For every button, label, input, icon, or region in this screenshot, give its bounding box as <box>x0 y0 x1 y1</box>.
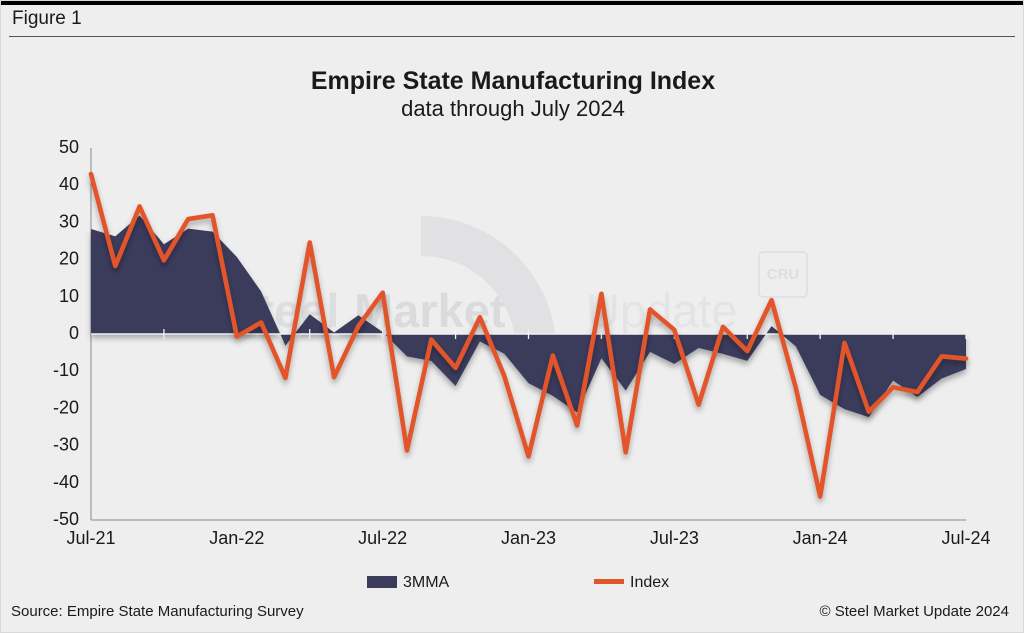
svg-text:Jul-23: Jul-23 <box>650 528 699 548</box>
svg-text:50: 50 <box>59 137 79 157</box>
svg-text:Jan-24: Jan-24 <box>793 528 848 548</box>
svg-text:Jan-22: Jan-22 <box>209 528 264 548</box>
svg-text:CRU: CRU <box>767 266 800 283</box>
svg-text:Jul-24: Jul-24 <box>941 528 990 548</box>
svg-text:-30: -30 <box>53 435 79 455</box>
svg-text:-50: -50 <box>53 509 79 529</box>
svg-text:10: 10 <box>59 286 79 306</box>
svg-text:-20: -20 <box>53 397 79 417</box>
svg-text:-40: -40 <box>53 472 79 492</box>
svg-text:20: 20 <box>59 249 79 269</box>
svg-text:0: 0 <box>69 323 79 343</box>
svg-text:30: 30 <box>59 211 79 231</box>
svg-text:Jul-22: Jul-22 <box>358 528 407 548</box>
svg-text:40: 40 <box>59 174 79 194</box>
svg-text:-10: -10 <box>53 360 79 380</box>
svg-text:Jul-21: Jul-21 <box>66 528 115 548</box>
svg-text:Jan-23: Jan-23 <box>501 528 556 548</box>
